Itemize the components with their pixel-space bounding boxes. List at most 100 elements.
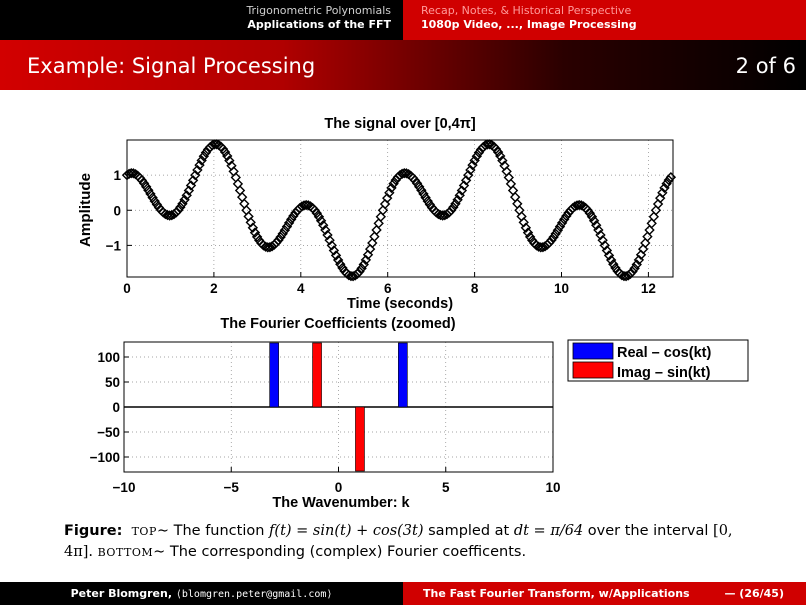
beamer-navigation-bar: Trigonometric Polynomials Applications o… xyxy=(0,0,806,40)
signal-sample-marker xyxy=(320,224,331,236)
coef-plot-title: The Fourier Coefficients (zoomed) xyxy=(220,316,455,332)
signal-sample-marker xyxy=(198,151,209,162)
signal-sample-marker xyxy=(311,208,323,219)
signal-sample-marker xyxy=(588,215,600,226)
signal-x-tick-label: 10 xyxy=(554,281,569,296)
caption-top-text-2: sampled at xyxy=(428,523,510,539)
signal-sample-marker xyxy=(448,202,459,213)
footer-author-panel: Peter Blomgren, ⟨blomgren.peter@gmail.co… xyxy=(0,582,403,605)
footer-email[interactable]: ⟨blomgren.peter@gmail.com⟩ xyxy=(175,589,333,600)
nav-section-trig-polynomials[interactable]: Trigonometric Polynomials xyxy=(246,4,391,17)
signal-y-axis-label: Amplitude xyxy=(78,173,94,247)
signal-sample-marker xyxy=(561,210,572,222)
caption-top-text-1: The function xyxy=(173,523,265,539)
signal-sample-marker xyxy=(559,214,570,225)
signal-sample-marker xyxy=(627,266,638,277)
signal-sample-marker xyxy=(591,220,602,231)
legend-label-imag: Imag – sin(kt) xyxy=(617,365,711,381)
signal-sample-marker xyxy=(326,240,337,251)
signal-sample-marker xyxy=(375,211,387,222)
signal-sample-marker xyxy=(388,178,399,189)
signal-sample-marker xyxy=(354,266,365,277)
signal-sample-marker xyxy=(620,271,632,282)
legend-label-real: Real – cos(kt) xyxy=(617,345,711,361)
coef-legend: Real – cos(kt) Imag – sin(kt) xyxy=(567,339,749,382)
signal-sample-marker xyxy=(648,211,660,222)
signal-sample-marker xyxy=(414,181,425,192)
coef-x-tick-label: 0 xyxy=(335,480,343,495)
coef-y-tick-labels: 100 50 0 −50 −100 xyxy=(90,350,120,465)
signal-y-tick-label: −1 xyxy=(106,238,122,253)
signal-sample-markers xyxy=(121,139,677,282)
signal-x-tick-labels: 0 2 4 6 8 10 12 xyxy=(123,281,656,296)
nav-section-recap[interactable]: Recap, Notes, & Historical Perspective xyxy=(421,4,632,17)
signal-sample-marker xyxy=(601,245,613,256)
footer-slide-count: — (26/45) xyxy=(724,587,784,600)
slide-page-counter: 2 of 6 xyxy=(735,54,796,78)
coef-x-tick-label: −10 xyxy=(113,480,136,495)
signal-sample-marker xyxy=(411,178,423,189)
signal-sample-marker xyxy=(443,207,455,218)
signal-sample-marker xyxy=(629,263,640,274)
signal-sample-marker xyxy=(599,240,610,251)
signal-sample-marker xyxy=(303,200,314,211)
signal-sample-marker xyxy=(663,174,674,186)
signal-sample-marker xyxy=(141,181,152,192)
coef-y-tick-label: 50 xyxy=(105,375,120,390)
signal-x-tick-label: 12 xyxy=(641,281,656,296)
signal-sample-marker xyxy=(548,231,559,243)
nav-left-panel: Trigonometric Polynomials Applications o… xyxy=(0,0,403,40)
signal-sample-marker xyxy=(123,168,135,179)
signal-sample-marker xyxy=(492,146,504,158)
signal-sample-marker xyxy=(367,237,378,249)
signal-sample-marker xyxy=(217,143,229,155)
signal-sample-marker xyxy=(497,155,508,166)
caption-label: Figure: xyxy=(64,523,123,539)
signal-sample-marker xyxy=(593,224,604,236)
nav-subsection-video-image[interactable]: 1080p Video, ..., Image Processing xyxy=(421,18,637,31)
signal-sample-marker xyxy=(330,250,342,261)
signal-sample-marker xyxy=(275,231,286,243)
signal-sample-marker xyxy=(298,200,310,211)
signal-sample-marker xyxy=(608,259,619,270)
figure-caption: Figure: top∼ The function f(t) = sin(t) … xyxy=(64,523,733,560)
signal-sample-marker xyxy=(603,250,615,261)
coef-bar-real xyxy=(398,342,408,408)
signal-sample-marker xyxy=(584,208,596,219)
signal-sample-marker xyxy=(495,150,506,162)
coef-y-tick-label: −100 xyxy=(90,450,120,465)
signal-sample-marker xyxy=(420,192,431,203)
signal-sample-marker xyxy=(166,210,177,221)
signal-x-axis-label: Time (seconds) xyxy=(347,296,453,312)
signal-plot: The signal over [0,4π] 0 2 4 6 8 10 12 10−1 Ti… xyxy=(78,116,677,312)
signal-sample-marker xyxy=(170,207,182,218)
signal-sample-marker xyxy=(288,210,299,222)
signal-x-tick-label: 2 xyxy=(210,281,218,296)
signal-sample-marker xyxy=(328,245,340,256)
signal-sample-marker xyxy=(283,217,295,229)
signal-sample-marker xyxy=(138,178,150,189)
nav-subsection-fft-applications[interactable]: Applications of the FFT xyxy=(247,18,391,31)
coef-x-axis-label: The Wavenumber: k xyxy=(272,495,410,511)
footer-talk-title: The Fast Fourier Transform, w/Applicatio… xyxy=(423,587,690,600)
signal-sample-marker xyxy=(554,221,566,232)
signal-sample-marker xyxy=(224,155,235,166)
signal-sample-marker xyxy=(143,185,154,196)
signal-sample-marker xyxy=(597,234,608,246)
signal-sample-marker xyxy=(371,224,382,236)
signal-sample-marker xyxy=(473,147,485,158)
signal-sample-marker xyxy=(264,241,276,253)
signal-sample-marker xyxy=(373,218,384,229)
signal-sample-marker xyxy=(416,185,427,196)
signal-sample-marker xyxy=(247,222,259,233)
signal-sample-marker xyxy=(128,168,139,179)
signal-sample-marker xyxy=(552,225,564,236)
fourier-coefficient-plot: The Fourier Coefficients (zoomed) −10 −5 0… xyxy=(90,316,749,511)
signal-sample-marker xyxy=(222,150,233,162)
signal-y-tick-label: 0 xyxy=(113,203,121,218)
signal-sample-marker xyxy=(571,200,583,211)
coef-x-tick-labels: −10 −5 0 5 10 xyxy=(113,480,561,495)
signal-sample-marker xyxy=(322,229,333,241)
signal-sample-marker xyxy=(576,200,587,211)
signal-sample-marker xyxy=(595,229,606,241)
